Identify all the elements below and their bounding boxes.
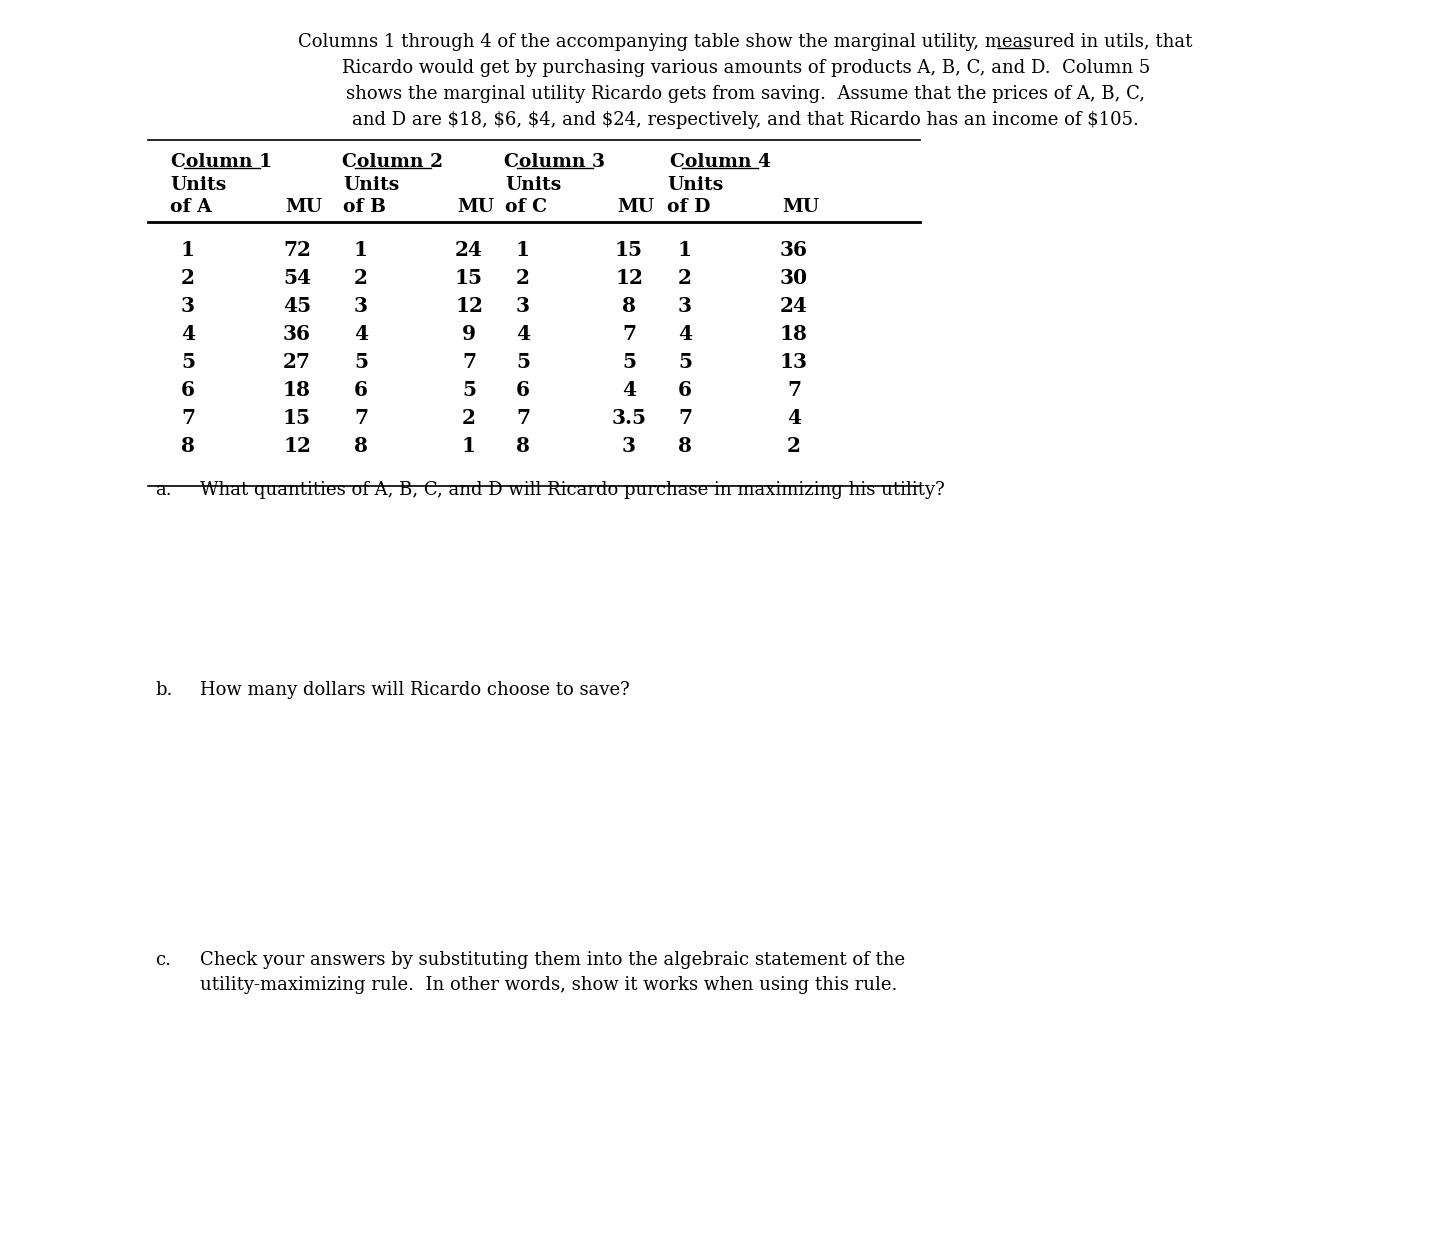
Text: 18: 18 (780, 325, 807, 345)
Text: 5: 5 (622, 352, 637, 372)
Text: a.: a. (155, 481, 172, 499)
Text: 4: 4 (354, 325, 369, 345)
Text: 1: 1 (181, 241, 195, 261)
Text: 5: 5 (354, 352, 369, 372)
Text: Column 1: Column 1 (172, 153, 272, 170)
Text: 5: 5 (678, 352, 693, 372)
Text: 7: 7 (354, 408, 369, 429)
Text: MU: MU (457, 198, 493, 216)
Text: 7: 7 (462, 352, 476, 372)
Text: How many dollars will Ricardo choose to save?: How many dollars will Ricardo choose to … (199, 680, 630, 699)
Text: Units: Units (667, 175, 723, 194)
Text: 12: 12 (455, 296, 483, 316)
Text: 3: 3 (622, 436, 637, 456)
Text: 3: 3 (678, 296, 693, 316)
Text: 8: 8 (354, 436, 369, 456)
Text: 3: 3 (516, 296, 531, 316)
Text: Units: Units (171, 175, 227, 194)
Text: and D are $18, $6, $4, and $24, respectively, and that Ricardo has an income of : and D are $18, $6, $4, and $24, respecti… (353, 112, 1139, 129)
Text: 27: 27 (282, 352, 311, 372)
Text: 30: 30 (780, 268, 809, 288)
Text: of B: of B (343, 198, 386, 216)
Text: 7: 7 (181, 408, 195, 429)
Text: 8: 8 (181, 436, 195, 456)
Text: MU: MU (285, 198, 323, 216)
Text: 6: 6 (516, 380, 531, 400)
Text: 7: 7 (787, 380, 802, 400)
Text: 4: 4 (678, 325, 693, 345)
Text: 1: 1 (678, 241, 693, 261)
Text: shows the marginal utility Ricardo gets from saving.  Assume that the prices of : shows the marginal utility Ricardo gets … (346, 85, 1146, 103)
Text: 8: 8 (516, 436, 531, 456)
Text: c.: c. (155, 951, 171, 969)
Text: 12: 12 (615, 268, 642, 288)
Text: 5: 5 (462, 380, 476, 400)
Text: b.: b. (155, 680, 172, 699)
Text: 6: 6 (354, 380, 369, 400)
Text: 6: 6 (678, 380, 693, 400)
Text: 3: 3 (354, 296, 369, 316)
Text: Column 4: Column 4 (670, 153, 770, 170)
Text: Units: Units (343, 175, 399, 194)
Text: Columns 1 through 4 of the accompanying table show the marginal utility, measure: Columns 1 through 4 of the accompanying … (298, 33, 1193, 51)
Text: 2: 2 (678, 268, 693, 288)
Text: 2: 2 (354, 268, 369, 288)
Text: 1: 1 (516, 241, 531, 261)
Text: Column 3: Column 3 (505, 153, 605, 170)
Text: 2: 2 (181, 268, 195, 288)
Text: 7: 7 (516, 408, 531, 429)
Text: 6: 6 (181, 380, 195, 400)
Text: 5: 5 (181, 352, 195, 372)
Text: 4: 4 (787, 408, 802, 429)
Text: 15: 15 (455, 268, 483, 288)
Text: 2: 2 (787, 436, 802, 456)
Text: 2: 2 (516, 268, 531, 288)
Text: 15: 15 (615, 241, 642, 261)
Text: 15: 15 (282, 408, 311, 429)
Text: utility-maximizing rule.  In other words, show it works when using this rule.: utility-maximizing rule. In other words,… (199, 976, 898, 994)
Text: of C: of C (505, 198, 546, 216)
Text: 4: 4 (181, 325, 195, 345)
Text: MU: MU (617, 198, 654, 216)
Text: 4: 4 (622, 380, 637, 400)
Text: 5: 5 (516, 352, 531, 372)
Text: 7: 7 (678, 408, 693, 429)
Text: 12: 12 (282, 436, 311, 456)
Text: 2: 2 (462, 408, 476, 429)
Text: 3: 3 (181, 296, 195, 316)
Text: MU: MU (782, 198, 819, 216)
Text: 3.5: 3.5 (611, 408, 647, 429)
Text: 24: 24 (780, 296, 807, 316)
Text: 18: 18 (282, 380, 311, 400)
Text: 8: 8 (622, 296, 637, 316)
Text: 36: 36 (780, 241, 807, 261)
Text: of A: of A (171, 198, 212, 216)
Text: 7: 7 (622, 325, 637, 345)
Text: 1: 1 (354, 241, 369, 261)
Text: What quantities of A, B, C, and D will Ricardo purchase in maximizing his utilit: What quantities of A, B, C, and D will R… (199, 481, 945, 499)
Text: 72: 72 (282, 241, 311, 261)
Text: of D: of D (667, 198, 710, 216)
Text: 24: 24 (455, 241, 483, 261)
Text: 36: 36 (282, 325, 311, 345)
Text: 54: 54 (282, 268, 311, 288)
Text: Units: Units (505, 175, 561, 194)
Text: Ricardo would get by purchasing various amounts of products A, B, C, and D.  Col: Ricardo would get by purchasing various … (341, 59, 1150, 76)
Text: 1: 1 (462, 436, 476, 456)
Text: 8: 8 (678, 436, 693, 456)
Text: 4: 4 (516, 325, 531, 345)
Text: 13: 13 (780, 352, 807, 372)
Text: 45: 45 (282, 296, 311, 316)
Text: 9: 9 (462, 325, 476, 345)
Text: Column 2: Column 2 (343, 153, 443, 170)
Text: Check your answers by substituting them into the algebraic statement of the: Check your answers by substituting them … (199, 951, 905, 969)
